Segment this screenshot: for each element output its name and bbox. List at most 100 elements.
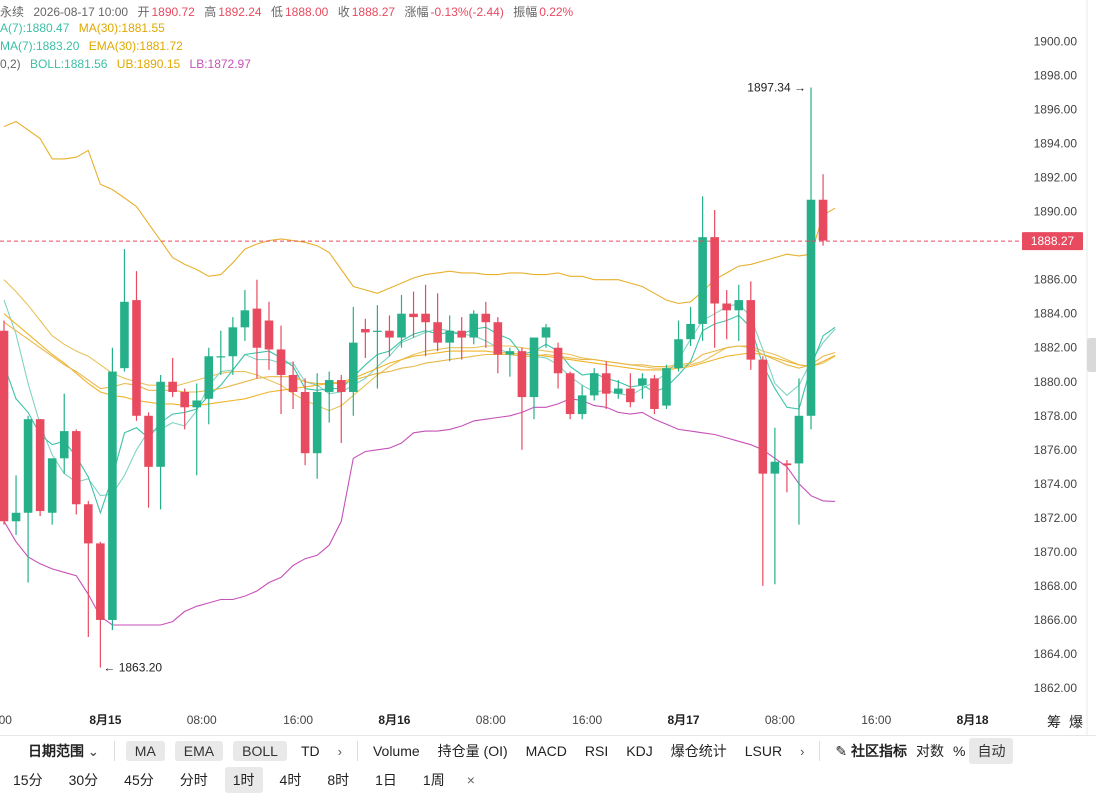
candle-body	[385, 330, 394, 338]
candle-body	[252, 308, 262, 348]
candle-body	[782, 463, 792, 466]
candle	[120, 249, 129, 372]
volume-indicator[interactable]: Volume	[372, 743, 420, 759]
percent-scale-toggle[interactable]: %	[953, 743, 966, 759]
kdj-indicator[interactable]: KDJ	[626, 743, 653, 759]
close-icon[interactable]: ×	[466, 771, 475, 788]
candle	[373, 305, 382, 389]
candle	[59, 393, 69, 474]
series-line-ema-30-	[3, 321, 836, 393]
liquidation-indicator[interactable]: 爆仓统计	[670, 743, 727, 759]
candle-body	[710, 237, 719, 304]
ma7-value: A(7):1880.47	[0, 21, 70, 35]
divider	[113, 741, 115, 761]
indicator-lines	[3, 120, 836, 626]
change-label: 涨幅	[404, 5, 429, 19]
interval-5[interactable]: 4时	[279, 771, 302, 788]
y-tick-label: 1876.00	[1034, 443, 1078, 457]
candle	[349, 306, 358, 416]
candle-body	[156, 381, 165, 467]
candle-body	[35, 419, 45, 512]
kline-chart[interactable]: 1900.00 1898.00 1896.00 1894.00 1892.00 1890.…	[0, 0, 1096, 735]
interval-7[interactable]: 1日	[375, 771, 397, 788]
candle	[770, 427, 780, 585]
candle-body	[638, 378, 647, 386]
candle	[782, 460, 792, 493]
side-panel-handle[interactable]	[1087, 338, 1096, 372]
candle	[336, 374, 346, 444]
chevron-right-icon[interactable]: ›	[800, 743, 805, 759]
interval-3[interactable]: 分时	[179, 771, 208, 788]
low-value: 1888.00	[284, 5, 329, 19]
candle	[144, 412, 153, 508]
boll-mid-value: BOLL:1881.56	[30, 57, 108, 71]
rsi-indicator[interactable]: RSI	[584, 743, 609, 759]
boll-ub-value: UB:1890.15	[116, 57, 181, 71]
chevron-right-icon[interactable]: ›	[337, 743, 342, 759]
macd-indicator[interactable]: MACD	[525, 743, 567, 759]
log-scale-toggle[interactable]: 对数	[916, 743, 945, 759]
candle	[662, 364, 671, 409]
interval-1[interactable]: 30分	[68, 771, 99, 788]
candle	[577, 385, 587, 420]
interval-4[interactable]: 1时	[224, 766, 263, 793]
interval-8[interactable]: 1周	[422, 771, 445, 788]
candle	[529, 337, 539, 420]
candle-body	[481, 313, 491, 323]
y-tick-label: 1884.00	[1034, 307, 1078, 321]
candle-body	[457, 330, 467, 338]
y-tick-label: 1870.00	[1034, 545, 1078, 559]
candle-body	[264, 320, 274, 350]
liquidation-tab[interactable]: 爆	[1069, 714, 1083, 730]
x-tick-label: 8月15	[89, 713, 121, 727]
candle-body	[240, 310, 250, 328]
series-line-ub	[3, 120, 836, 305]
candle	[11, 475, 21, 535]
community-indicators-button[interactable]: ✎ 社区指标	[826, 741, 911, 761]
candle	[132, 271, 141, 421]
auto-scale-toggle[interactable]: 自动	[969, 738, 1014, 764]
candle	[228, 317, 238, 375]
ma-toggle[interactable]: MA	[125, 741, 165, 761]
candle	[409, 291, 418, 338]
candle-body	[361, 329, 370, 333]
candle	[722, 289, 731, 340]
candle-body	[686, 323, 695, 340]
community-indicators-label: 社区指标	[851, 743, 908, 759]
price-axis: 1900.00 1898.00 1896.00 1894.00 1892.00 1890.…	[1034, 0, 1088, 735]
x-tick-label: 08:00	[187, 713, 217, 727]
boll-params: 0,2)	[0, 57, 21, 71]
candle-body	[120, 301, 129, 369]
candle	[108, 347, 117, 631]
chips-tab[interactable]: 筹	[1047, 714, 1061, 730]
candle	[397, 295, 406, 348]
y-tick-label: 1900.00	[1034, 35, 1078, 49]
interval-6[interactable]: 8时	[327, 771, 350, 788]
interval-2[interactable]: 45分	[124, 771, 154, 788]
x-tick-label: 08:00	[476, 713, 506, 727]
candle-body	[288, 374, 298, 392]
candle-body	[505, 351, 515, 355]
date-range-button[interactable]: 日期范围 ⌄	[0, 741, 108, 761]
open-interest-indicator[interactable]: 持仓量 (OI)	[437, 743, 508, 759]
y-tick-label: 1882.00	[1034, 341, 1078, 355]
boll-toggle[interactable]: BOLL	[233, 741, 287, 761]
y-tick-label: 1898.00	[1034, 69, 1078, 83]
candle-body	[409, 313, 418, 318]
candle-body	[96, 543, 105, 620]
candle	[469, 310, 479, 345]
candle-body	[144, 415, 153, 467]
ema-toggle[interactable]: EMA	[174, 741, 224, 761]
candle-body	[517, 351, 527, 398]
candle	[505, 347, 515, 377]
interval-0[interactable]: 15分	[13, 771, 43, 788]
indicator-toolbar: 日期范围 ⌄ MA EMA BOLL TD › Volume 持仓量 (OI) …	[0, 735, 1096, 766]
candle-body	[493, 322, 503, 355]
candle-body	[445, 330, 454, 343]
lsur-indicator[interactable]: LSUR	[744, 743, 783, 759]
candle	[252, 279, 262, 379]
td-toggle[interactable]: TD	[300, 743, 320, 759]
y-tick-label: 1886.00	[1034, 273, 1078, 287]
close-label: 收	[337, 5, 350, 19]
